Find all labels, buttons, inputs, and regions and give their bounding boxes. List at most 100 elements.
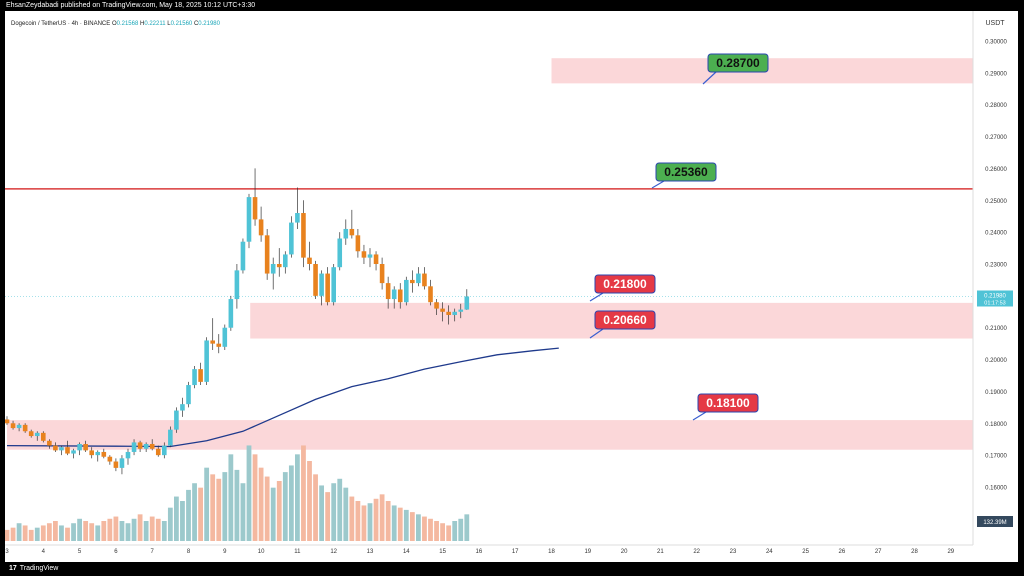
level-label-box: [594, 310, 656, 330]
candle-body: [125, 451, 131, 459]
candle-body: [101, 451, 107, 457]
candle-body: [325, 273, 330, 303]
price-chart[interactable]: 0.28700 0.25360 0.21800 0.20660 0.18100 USDT 0…: [5, 11, 1018, 562]
volume-bar: [367, 503, 373, 541]
volume-bar: [258, 467, 264, 541]
x-tick-label: 13: [367, 549, 374, 555]
candle-body: [65, 447, 70, 454]
candle-body: [198, 369, 203, 382]
level-label-box: [594, 274, 656, 294]
moving-average-line: [6, 347, 559, 448]
candle-body: [416, 273, 421, 284]
symbol-title: Dogecoin / TetherUS · 4h · BINANCE: [11, 21, 112, 27]
x-tick-label: 26: [839, 549, 846, 555]
level-label-box: [655, 162, 717, 182]
candle-body: [186, 385, 191, 405]
volume-bar: [276, 481, 282, 541]
candle-body: [204, 340, 209, 382]
footer: 17 TradingView: [0, 562, 1024, 576]
candle-body: [313, 264, 318, 296]
current-price-tag: [977, 290, 1013, 307]
y-tick-label: 0.17000: [985, 454, 1007, 460]
candle-body: [22, 424, 28, 432]
volume-bar: [379, 494, 385, 541]
volume-bar: [143, 521, 149, 541]
candle-body: [228, 299, 234, 328]
volume-bar: [313, 474, 318, 541]
volume-bar: [161, 521, 167, 541]
volume-bar: [53, 521, 58, 541]
zone-2: [7, 420, 973, 450]
candle-body: [71, 450, 76, 454]
x-tick-label: 25: [802, 549, 809, 555]
level-label-text: 0.20660: [603, 313, 647, 327]
candle-body: [307, 257, 312, 264]
volume-bar: [422, 516, 427, 541]
level-label-text: 0.25360: [664, 165, 708, 179]
volume-bar: [234, 469, 240, 541]
y-tick-label: 0.29000: [985, 71, 1007, 77]
x-tick-label: 14: [403, 549, 410, 555]
candle-body: [240, 241, 246, 271]
x-tick-label: 18: [548, 549, 555, 555]
x-tick-label: 8: [187, 549, 191, 555]
volume-bar: [228, 454, 234, 541]
open-label: O: [112, 21, 117, 27]
candle-body: [41, 432, 46, 441]
volume-bar: [16, 523, 22, 541]
candle-body: [452, 311, 457, 315]
level-pointer: [589, 328, 604, 339]
candle-body: [422, 273, 427, 287]
candle-body: [258, 219, 264, 236]
close-label: C: [194, 21, 199, 27]
candle-body: [295, 213, 300, 223]
volume-bar: [180, 501, 185, 541]
volume-bar: [198, 487, 203, 541]
candle-body: [458, 309, 464, 312]
candle-body: [143, 443, 149, 449]
volume-bar: [89, 523, 95, 541]
candle-body: [397, 289, 403, 303]
y-tick-label: 0.26000: [985, 167, 1007, 173]
volume-bar: [343, 487, 349, 541]
volume-bar: [288, 465, 294, 541]
volume-bar: [40, 525, 46, 541]
y-tick-label: 0.30000: [985, 40, 1007, 46]
candle-body: [162, 445, 167, 456]
candle-body: [270, 264, 276, 274]
volume-bar: [252, 454, 258, 541]
volume-bar: [167, 507, 173, 541]
volume-bar: [307, 461, 312, 541]
candle-body: [131, 442, 137, 452]
candle-body: [59, 447, 64, 451]
volume-bar: [319, 485, 324, 541]
volume-bar: [210, 474, 216, 541]
volume-bar: [101, 521, 107, 541]
volume-bar: [361, 505, 367, 541]
candle-body: [349, 228, 355, 236]
candle-body: [137, 442, 143, 449]
x-tick-label: 6: [114, 549, 118, 555]
volume-bar: [434, 521, 439, 541]
price-axis-background: [973, 11, 1018, 562]
volume-bar: [119, 521, 125, 541]
chart-title: Dogecoin / TetherUS · 4h · BINANCE O0.21…: [11, 21, 221, 27]
candle-body: [119, 458, 125, 468]
tradingview-brand: TradingView: [19, 565, 59, 572]
volume-bar: [59, 525, 64, 541]
publish-info: EhsanZeydabadi published on TradingView.…: [6, 2, 256, 9]
volume-bar: [113, 516, 119, 541]
volume-bar: [337, 478, 343, 541]
volume-bar: [216, 478, 222, 541]
volume-bar: [325, 492, 331, 541]
x-tick-label: 20: [621, 549, 628, 555]
candle-body: [192, 369, 197, 386]
candle-body: [222, 327, 228, 347]
candle-body: [343, 228, 349, 239]
x-tick-label: 12: [330, 549, 337, 555]
x-tick-label: 29: [947, 549, 954, 555]
candle-body: [276, 264, 282, 268]
x-tick-label: 22: [693, 549, 700, 555]
level-pointer: [651, 180, 665, 189]
